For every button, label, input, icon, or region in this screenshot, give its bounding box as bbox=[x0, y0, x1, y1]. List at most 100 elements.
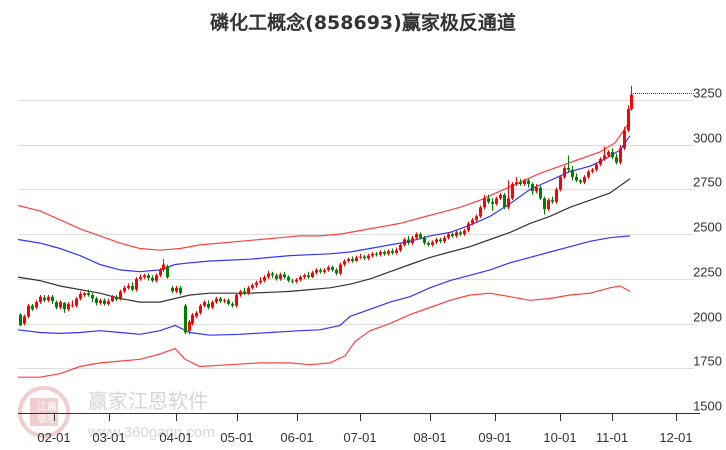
candle bbox=[483, 198, 486, 208]
candle bbox=[63, 303, 66, 310]
candle bbox=[463, 230, 466, 235]
candle bbox=[227, 300, 230, 304]
candle bbox=[327, 267, 330, 270]
candle bbox=[427, 243, 430, 245]
x-tick-label: 06-01 bbox=[280, 430, 313, 445]
candle bbox=[519, 182, 522, 185]
candle bbox=[515, 182, 518, 185]
candle bbox=[459, 232, 462, 235]
candle bbox=[191, 314, 194, 324]
candle bbox=[567, 167, 570, 170]
candle bbox=[307, 275, 310, 278]
candle bbox=[395, 250, 398, 253]
candle bbox=[79, 294, 82, 299]
candle bbox=[351, 259, 354, 261]
candle bbox=[603, 155, 606, 160]
candle bbox=[471, 219, 474, 224]
candle bbox=[188, 321, 191, 331]
candle bbox=[563, 167, 566, 177]
candle bbox=[166, 266, 169, 278]
candle bbox=[31, 305, 34, 310]
x-tick-label: 11-01 bbox=[596, 430, 628, 445]
candle bbox=[507, 198, 510, 208]
candle bbox=[527, 180, 530, 185]
lower-inner-band bbox=[17, 235, 631, 336]
candle bbox=[315, 269, 318, 273]
candle bbox=[451, 234, 454, 236]
candle bbox=[59, 302, 62, 308]
candle bbox=[403, 239, 406, 245]
candle bbox=[391, 251, 394, 253]
candle bbox=[331, 267, 334, 270]
candle bbox=[359, 256, 362, 258]
candle bbox=[75, 298, 78, 306]
candle bbox=[591, 169, 594, 172]
candle bbox=[619, 148, 622, 163]
candle bbox=[375, 253, 378, 255]
candle bbox=[162, 264, 165, 270]
candle bbox=[175, 287, 178, 292]
candle bbox=[399, 244, 402, 251]
candle bbox=[495, 198, 498, 204]
candle bbox=[211, 302, 214, 308]
candle bbox=[379, 252, 382, 255]
candle bbox=[107, 301, 110, 304]
x-tick-label: 05-01 bbox=[220, 430, 253, 445]
candle bbox=[479, 207, 482, 217]
candle bbox=[543, 198, 546, 210]
candle bbox=[95, 298, 98, 304]
candle bbox=[491, 201, 494, 204]
candle bbox=[51, 296, 54, 302]
candle bbox=[127, 286, 130, 288]
x-tick-label: 10-01 bbox=[543, 430, 576, 445]
candle bbox=[523, 180, 526, 185]
grid-lines bbox=[18, 100, 694, 369]
candle bbox=[311, 272, 314, 278]
y-tick-label: 2250 bbox=[693, 265, 722, 280]
candle bbox=[587, 171, 590, 177]
candle bbox=[139, 277, 142, 279]
candle bbox=[47, 296, 50, 301]
candle bbox=[215, 298, 218, 303]
chart-title: 磷化工概念(858693)赢家极反通道 bbox=[210, 12, 516, 34]
candle bbox=[55, 302, 58, 308]
candle bbox=[531, 184, 534, 192]
candle bbox=[319, 269, 322, 272]
axes: 1500 1750 2000 2250 2500 2750 3000 3250 02-01 03-… bbox=[18, 86, 722, 445]
candle bbox=[431, 242, 434, 245]
candle bbox=[579, 180, 582, 183]
candle bbox=[407, 239, 410, 244]
candle bbox=[355, 257, 358, 261]
candle bbox=[435, 239, 438, 243]
candle bbox=[323, 269, 326, 272]
candle bbox=[475, 216, 478, 220]
candle bbox=[91, 294, 94, 299]
candle bbox=[171, 287, 174, 292]
y-tick-label: 3000 bbox=[693, 131, 722, 146]
candle bbox=[383, 252, 386, 254]
candle bbox=[499, 194, 502, 199]
candle bbox=[607, 151, 610, 156]
candle bbox=[347, 259, 350, 261]
candle bbox=[467, 223, 470, 231]
candle bbox=[219, 298, 222, 302]
candle bbox=[275, 275, 278, 279]
candle bbox=[387, 251, 390, 254]
y-tick-label: 1750 bbox=[693, 354, 722, 369]
candle bbox=[147, 275, 150, 278]
watermark-seal-char: 江 bbox=[37, 401, 47, 413]
x-tick-label: 03-01 bbox=[92, 430, 125, 445]
candle bbox=[203, 302, 206, 306]
candle bbox=[111, 296, 114, 302]
candle bbox=[267, 273, 270, 278]
candle bbox=[559, 176, 562, 190]
candle bbox=[367, 255, 370, 259]
candle bbox=[155, 275, 158, 281]
candle bbox=[539, 187, 542, 199]
candle bbox=[27, 305, 30, 317]
candle bbox=[595, 164, 598, 170]
candle bbox=[135, 278, 138, 290]
candle bbox=[279, 274, 282, 279]
candle bbox=[123, 287, 126, 292]
